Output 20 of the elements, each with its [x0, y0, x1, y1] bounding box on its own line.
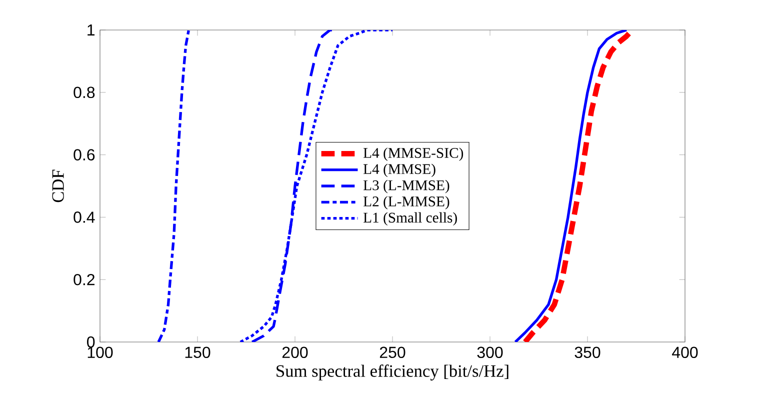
legend-label: L3 (L-MMSE): [363, 180, 450, 194]
legend-label: L1 (Small cells): [363, 212, 457, 226]
x-tick-label: 250: [380, 346, 406, 358]
x-tick-label: 350: [574, 346, 600, 358]
x-tick-label: 200: [282, 346, 308, 358]
y-tick-label: 0.8: [74, 86, 95, 98]
legend-label: L4 (MMSE-SIC): [363, 148, 464, 161]
y-tick-label: 0: [87, 336, 95, 348]
x-tick-label: 150: [185, 346, 210, 358]
legend-label: L2 (L-MMSE): [363, 196, 450, 210]
y-tick-label: 0.4: [74, 212, 95, 223]
x-tick-label: 300: [477, 346, 503, 358]
y-tick-label: 0.2: [74, 274, 94, 286]
x-tick-label: 100: [88, 346, 113, 358]
y-tick-label: 0.6: [74, 149, 95, 160]
x-tick-label: 400: [672, 346, 698, 358]
x-axis-title: Sum spectral efficiency [bit/s/Hz]: [276, 364, 508, 380]
y-tick-label: 1: [88, 24, 95, 36]
y-axis-title: CDF: [52, 170, 64, 202]
legend-label: L4 (MMSE): [363, 164, 436, 178]
